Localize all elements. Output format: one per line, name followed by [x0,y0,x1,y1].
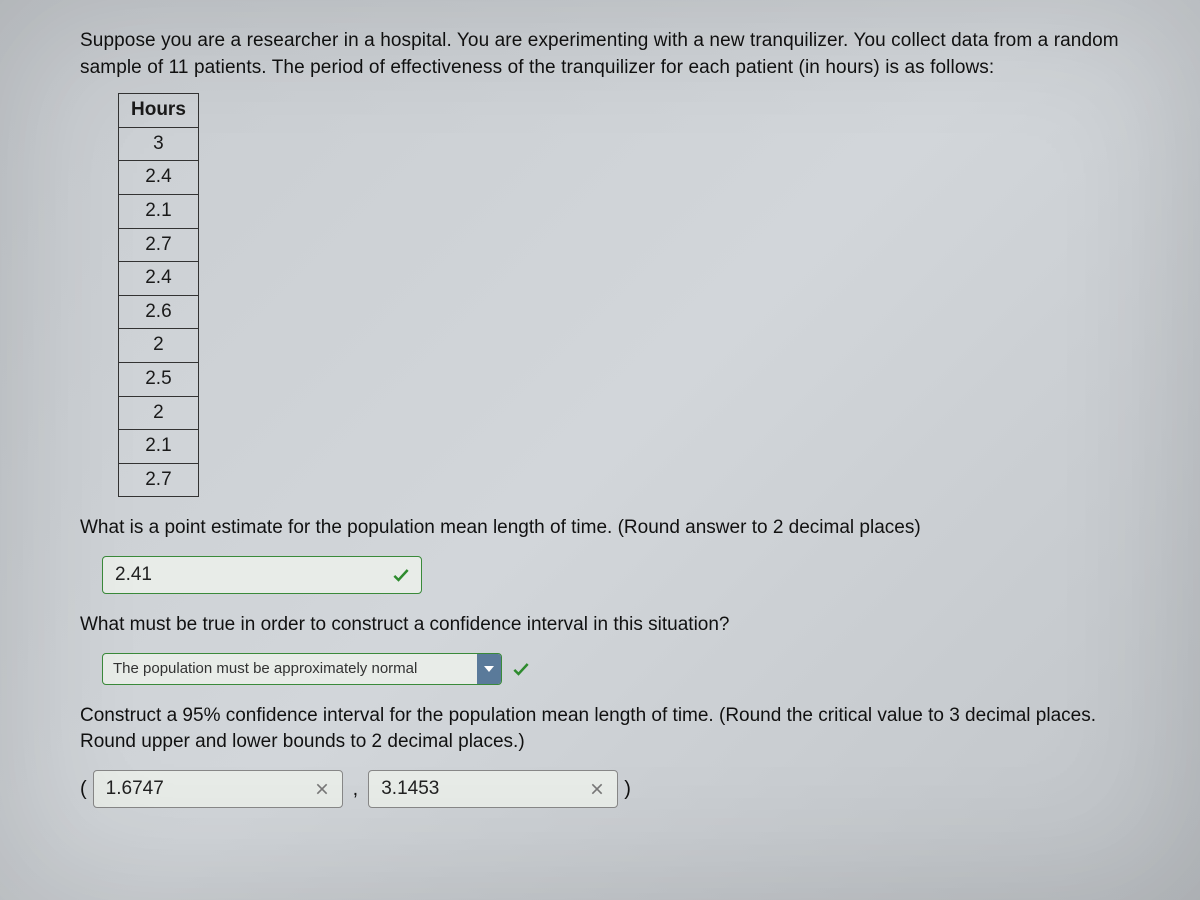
confidence-interval-row: ( , ) [80,770,1120,808]
question-1-text: What is a point estimate for the populat… [80,515,1120,542]
ci-upper-input[interactable] [368,770,618,808]
hours-cell: 2.6 [119,295,199,329]
question-2-answer-row: The population must be approximately nor… [102,653,1120,685]
ci-separator: , [353,775,359,803]
hours-cell: 2.7 [119,463,199,497]
hours-cell: 2 [119,329,199,363]
check-icon [510,658,532,680]
assumption-select[interactable]: The population must be approximately nor… [102,653,502,685]
question-page: Suppose you are a researcher in a hospit… [0,0,1200,836]
hours-cell: 2.4 [119,262,199,296]
hours-table: Hours 32.42.12.72.42.622.522.12.7 [118,93,199,497]
ci-lower-input[interactable] [93,770,343,808]
intro-paragraph: Suppose you are a researcher in a hospit… [80,28,1120,81]
close-paren: ) [624,775,631,803]
hours-cell: 2.7 [119,228,199,262]
hours-cell: 2 [119,396,199,430]
hours-cell: 2.1 [119,430,199,464]
question-3-text: Construct a 95% confidence interval for … [80,703,1120,756]
point-estimate-input[interactable] [102,556,422,594]
hours-cell: 2.5 [119,362,199,396]
open-paren: ( [80,775,87,803]
hours-cell: 3 [119,127,199,161]
hours-cell: 2.4 [119,161,199,195]
hours-table-header: Hours [119,94,199,128]
question-1-answer-row [102,556,1120,594]
question-2-text: What must be true in order to construct … [80,612,1120,639]
hours-cell: 2.1 [119,194,199,228]
